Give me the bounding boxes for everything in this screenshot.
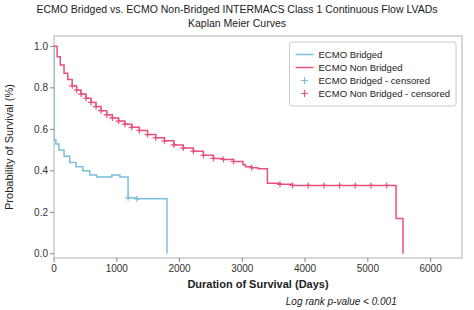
legend-items: ECMO Bridged ECMO Non Bridged ECMO Bridged… [296, 49, 450, 99]
tick-label: 0.2 [34, 207, 48, 218]
legend: ECMO Bridged ECMO Non Bridged ECMO Bridged… [290, 42, 456, 106]
censor-mark [210, 155, 216, 161]
censor-mark [161, 138, 167, 144]
censor-mark [125, 195, 131, 201]
tick-mark [50, 129, 54, 130]
legend-label: ECMO Bridged [319, 49, 383, 60]
censor-mark [88, 99, 94, 105]
survival-curve [54, 46, 167, 253]
censor-mark [231, 159, 237, 165]
censor-marks [125, 195, 140, 202]
page: {"chart_data": { "type": "step", "title"… [0, 0, 474, 310]
tick-mark [50, 170, 54, 171]
censor-mark [145, 132, 151, 138]
tick-label: 0 [51, 263, 57, 274]
censor-mark [109, 115, 115, 121]
subtitle: Kaplan Meier Curves [188, 17, 286, 29]
tick-mark [242, 258, 243, 262]
censor-mark [180, 145, 186, 151]
censor-mark [69, 83, 75, 89]
censor-mark [277, 181, 283, 187]
tick-label: 0.8 [34, 82, 48, 93]
censor-mark [93, 104, 99, 110]
tick-mark [54, 258, 55, 262]
censor-mark [200, 152, 206, 158]
censor-mark [129, 124, 135, 130]
tick-label: 1.0 [34, 41, 48, 52]
tick-mark [50, 212, 54, 213]
tick-mark [430, 258, 431, 262]
tick-label: 2000 [168, 263, 191, 274]
tick-label: 4000 [294, 263, 317, 274]
tick-mark [50, 46, 54, 47]
censor-mark [136, 127, 142, 133]
censor-mark [290, 182, 296, 188]
chart: ECMO Bridged vs. ECMO Non-Bridged INTERM… [0, 0, 474, 310]
censor-mark [122, 121, 128, 127]
tick-label: 0.6 [34, 124, 48, 135]
censor-mark [74, 87, 80, 93]
legend-handle [296, 67, 314, 69]
censor-mark [98, 108, 104, 114]
censor-mark [384, 182, 390, 188]
legend-label: ECMO Non Bridged [319, 62, 403, 73]
censor-mark [220, 156, 226, 162]
title: ECMO Bridged vs. ECMO Non-Bridged INTERM… [36, 3, 437, 15]
tick-mark [50, 87, 54, 88]
legend-label: ECMO Bridged - censored [319, 75, 430, 86]
y-axis: 0.0 0.2 0.4 0.6 0.8 1.0 [34, 41, 54, 259]
censor-mark [116, 118, 122, 124]
tick-label: 0.4 [34, 165, 48, 176]
legend-box [290, 42, 456, 106]
censor-mark [153, 135, 159, 141]
legend-label: ECMO Non Bridged - censored [319, 88, 450, 99]
legend-handle [301, 77, 308, 84]
plot-frame [54, 36, 462, 258]
tick-label: 1000 [106, 263, 129, 274]
tick-mark [50, 253, 54, 254]
censor-mark [249, 165, 255, 171]
tick-label: 5000 [357, 263, 380, 274]
tick-mark [116, 258, 117, 262]
censor-mark [321, 182, 327, 188]
censor-mark [104, 112, 110, 118]
censor-mark [134, 196, 140, 202]
tick-label: 6000 [419, 263, 442, 274]
tick-label: 3000 [231, 263, 254, 274]
annotation: Log rank p-value < 0.001 [286, 296, 397, 307]
censor-mark [78, 91, 84, 97]
censor-mark [171, 142, 177, 148]
censor-mark [190, 148, 196, 154]
x-axis: 0 1000 2000 3000 4000 5000 6000 [51, 258, 442, 274]
legend-handle [296, 54, 314, 56]
tick-label: 0.0 [34, 248, 48, 259]
y-axis-label: Probability of Survival (%) [3, 84, 15, 210]
censor-mark [368, 182, 374, 188]
tick-mark [179, 258, 180, 262]
tick-mark [367, 258, 368, 262]
legend-handle [301, 90, 308, 97]
censor-mark [305, 182, 311, 188]
tick-mark [305, 258, 306, 262]
censor-mark [337, 182, 343, 188]
x-axis-label: Duration of Survival (Days) [187, 278, 329, 290]
censor-mark [352, 182, 358, 188]
censor-mark [83, 95, 89, 101]
